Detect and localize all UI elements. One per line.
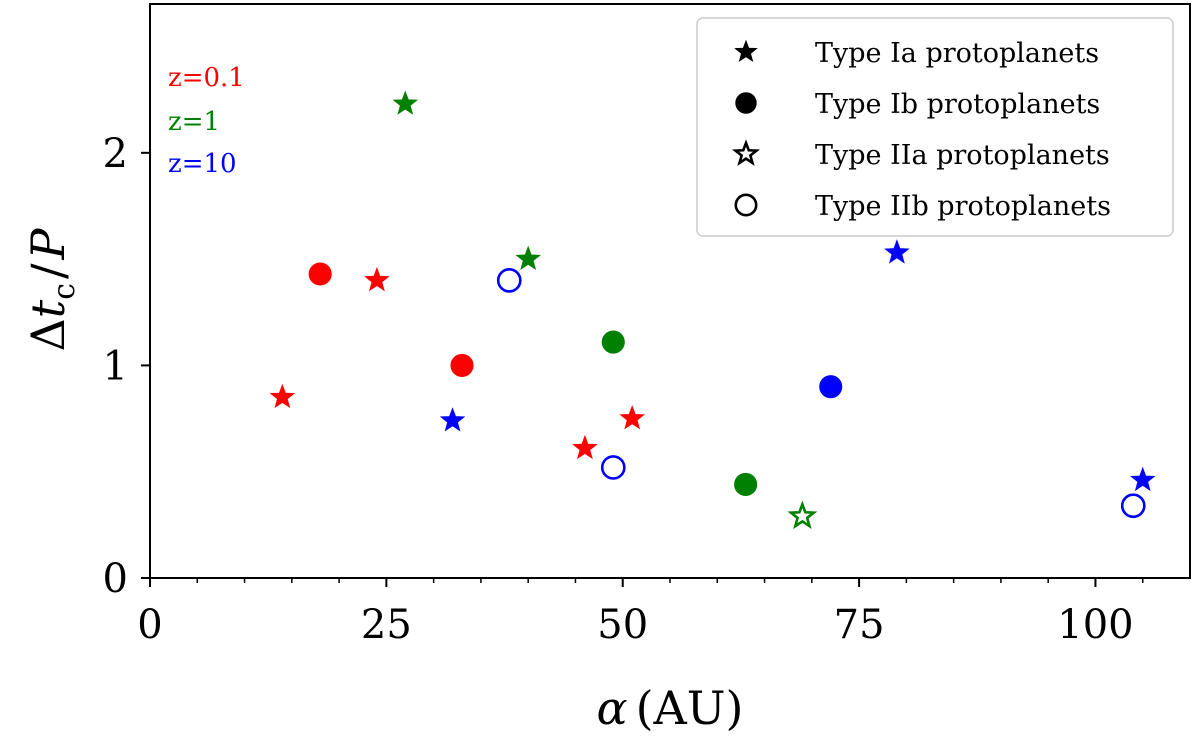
legend-marker-circle-open bbox=[734, 193, 758, 217]
x-tick-label: 50 bbox=[597, 602, 648, 648]
x-tick-label: 75 bbox=[834, 602, 885, 648]
point-z-10-circle-5 bbox=[1120, 493, 1146, 519]
axis-ticks bbox=[141, 151, 1144, 587]
legend-marker-star-open bbox=[732, 139, 760, 166]
x-tick-label: 25 bbox=[361, 602, 412, 648]
legend-box bbox=[696, 17, 1174, 237]
legend-label-type-iia: Type IIa protoplanets bbox=[815, 140, 1110, 171]
z-label-1: z=1 bbox=[168, 107, 220, 137]
legend-markers bbox=[732, 39, 760, 217]
x-tick-label: 0 bbox=[137, 602, 162, 648]
legend-marker-circle-filled bbox=[735, 92, 757, 114]
z-label-10: z=10 bbox=[168, 149, 237, 179]
point-z-0-1-star-0 bbox=[269, 383, 296, 409]
point-z-0-1-star-5 bbox=[619, 405, 645, 430]
point-z-10-star-0 bbox=[439, 407, 466, 432]
point-z-0-1-circle-1 bbox=[308, 262, 332, 286]
x-axis-label: α (AU) bbox=[597, 681, 744, 735]
y-axis-label: Δtc/P bbox=[21, 227, 82, 351]
legend-label-type-iib: Type IIb protoplanets bbox=[815, 191, 1111, 222]
redshift-key: z=0.1 z=1 z=10 bbox=[168, 63, 245, 179]
z-label-0.1: z=0.1 bbox=[168, 63, 245, 93]
y-tick-label: 2 bbox=[103, 131, 128, 177]
point-z-1-star-1 bbox=[515, 245, 541, 270]
x-tick-label: 100 bbox=[1057, 602, 1133, 648]
point-z-1-star-0 bbox=[392, 90, 419, 115]
point-z-1-star-4 bbox=[787, 500, 818, 530]
point-z-10-star-6 bbox=[1129, 466, 1156, 492]
legend-marker-star-filled bbox=[734, 39, 758, 63]
point-z-10-circle-2 bbox=[600, 455, 626, 480]
point-z-0-1-star-2 bbox=[364, 266, 390, 292]
point-z-10-circle-1 bbox=[496, 268, 522, 293]
y-tick-label: 0 bbox=[103, 556, 128, 602]
legend-label-type-ib: Type Ib protoplanets bbox=[815, 89, 1100, 120]
x-tick-labels: 0 25 50 75 100 bbox=[137, 602, 1133, 648]
data-points bbox=[269, 90, 1156, 530]
y-tick-label: 1 bbox=[103, 343, 128, 389]
point-z-10-star-4 bbox=[884, 239, 910, 264]
y-tick-labels: 0 1 2 bbox=[103, 131, 128, 602]
point-z-1-circle-3 bbox=[734, 472, 758, 497]
point-z-0-1-star-4 bbox=[572, 434, 598, 460]
legend-label-type-ia: Type Ia protoplanets bbox=[815, 38, 1099, 69]
legend: Type Ia protoplanets Type Ib protoplanet… bbox=[696, 17, 1174, 237]
point-z-1-circle-2 bbox=[601, 330, 625, 354]
point-z-10-circle-3 bbox=[819, 375, 843, 399]
point-z-0-1-circle-3 bbox=[450, 353, 474, 377]
